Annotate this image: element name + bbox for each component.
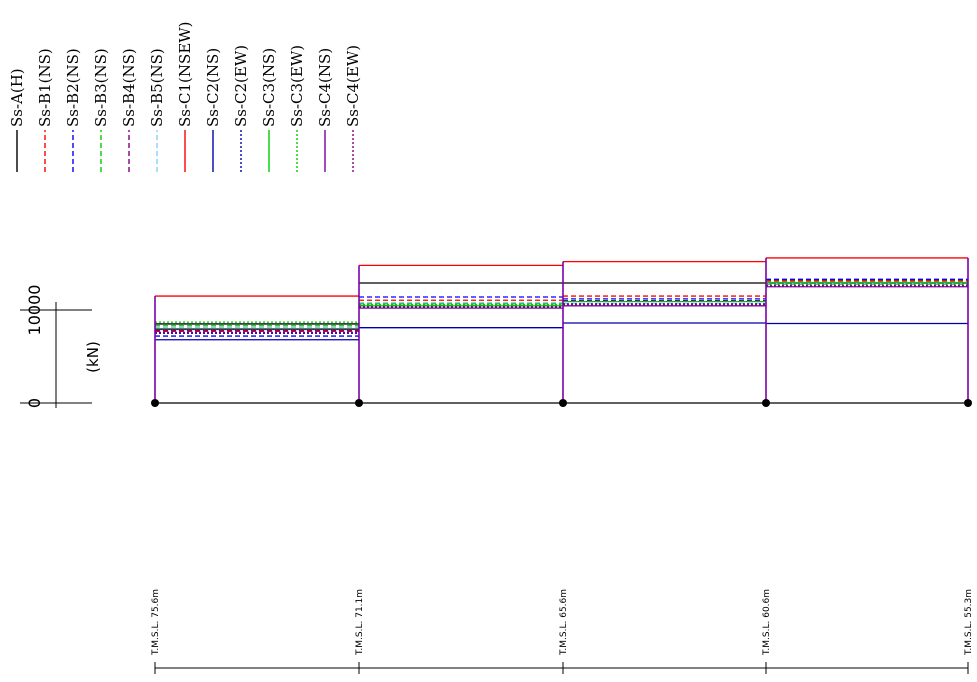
y-tick-label: 0 [25,398,44,408]
legend-entry: Ss-B2(NS) [64,48,82,172]
y-tick-label: 10000 [25,285,44,336]
elevation-label: T.M.S.L. 55.3m [964,589,974,656]
node-point [964,399,972,407]
series-line [155,286,968,331]
legend-label: Ss-C3(NS) [260,48,278,127]
legend-entry: Ss-C4(EW) [344,45,362,172]
series-line [155,257,968,297]
series-line [155,281,968,327]
legend-label: Ss-C2(NS) [204,48,222,127]
elevation-label: T.M.S.L. 71.1m [355,589,365,656]
y-axis: 0 10000 (kN) [20,285,102,408]
series-line [155,281,968,330]
legend-entry: Ss-C4(NS) [316,48,334,172]
unit-label: (kN) [84,341,102,373]
legend-label: Ss-C4(EW) [344,45,362,127]
legend-label: Ss-B2(NS) [64,48,82,127]
legend-label: Ss-C1(NSEW) [176,21,194,127]
elevation-label: T.M.S.L. 75.6m [151,589,161,656]
node-point [559,399,567,407]
legend-label: Ss-C4(NS) [316,48,334,127]
legend-label: Ss-C2(EW) [232,45,250,127]
legend-entry: Ss-C2(EW) [232,45,250,172]
series-steps [154,257,969,403]
series-line [155,285,968,333]
elevation-label: T.M.S.L. 65.6m [559,589,569,656]
legend-entry: Ss-C2(NS) [204,48,222,172]
legend-entry: Ss-C3(EW) [288,45,306,172]
legend: Ss-A(H) Ss-B1(NS) Ss-B2(NS) Ss-B3(NS) Ss-B4(… [8,21,362,172]
legend-entry: Ss-B3(NS) [92,48,110,172]
series-line [155,280,968,333]
series-line [155,322,968,341]
legend-entry: Ss-C3(NS) [260,48,278,172]
legend-entry: Ss-A(H) [8,68,26,172]
legend-label: Ss-C3(EW) [288,45,306,127]
legend-entry: Ss-B1(NS) [36,48,54,172]
legend-label: Ss-B4(NS) [120,48,138,127]
legend-label: Ss-A(H) [8,68,26,127]
node-point [151,399,159,407]
legend-entry: Ss-B4(NS) [120,48,138,172]
elevation-label: T.M.S.L. 60.6m [762,589,772,656]
legend-entry: Ss-C1(NSEW) [176,21,194,172]
legend-label: Ss-B1(NS) [36,48,54,127]
legend-entry: Ss-B5(NS) [148,48,166,172]
legend-label: Ss-B3(NS) [92,48,110,127]
baseline [151,399,972,407]
series-line [155,278,968,337]
node-point [762,399,770,407]
node-point [355,399,363,407]
legend-label: Ss-B5(NS) [148,48,166,127]
elevation-axis: T.M.S.L. 75.6m T.M.S.L. 71.1m T.M.S.L. 65.… [151,589,974,674]
